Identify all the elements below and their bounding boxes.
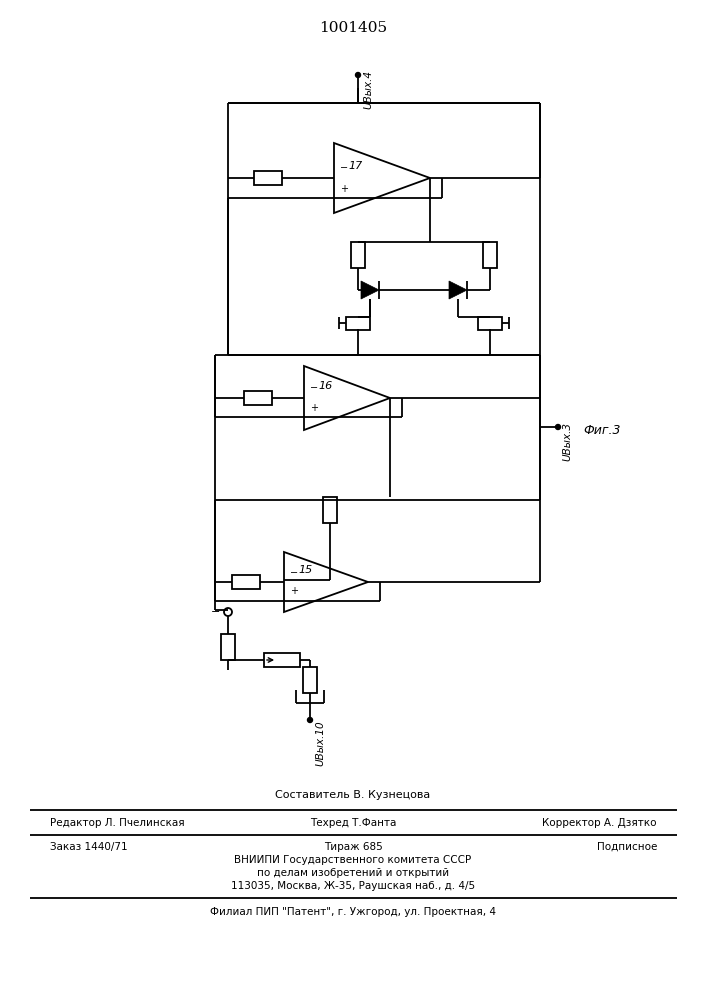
Bar [323, 497, 337, 523]
Text: Редактор Л. Пчелинская: Редактор Л. Пчелинская [50, 818, 185, 828]
Text: Тираж 685: Тираж 685 [324, 842, 382, 852]
Text: −: − [290, 568, 298, 578]
Text: 16: 16 [319, 381, 333, 391]
Text: −: − [310, 383, 318, 393]
Circle shape [308, 718, 312, 722]
Text: Техред Т.Фанта: Техред Т.Фанта [310, 818, 396, 828]
Text: Заказ 1440/71: Заказ 1440/71 [50, 842, 128, 852]
Bar [232, 575, 260, 589]
Bar [478, 316, 502, 330]
Text: −: − [340, 162, 348, 172]
Bar [244, 391, 272, 405]
Bar [303, 667, 317, 693]
Bar [351, 242, 365, 268]
Text: Фиг.3: Фиг.3 [583, 424, 621, 436]
Text: Филиал ПИП "Патент", г. Ужгород, ул. Проектная, 4: Филиал ПИП "Патент", г. Ужгород, ул. Про… [210, 907, 496, 917]
Bar [264, 653, 300, 667]
Text: 113035, Москва, Ж-35, Раушская наб., д. 4/5: 113035, Москва, Ж-35, Раушская наб., д. … [231, 881, 475, 891]
Circle shape [556, 424, 561, 430]
Text: −: − [211, 607, 220, 617]
Polygon shape [449, 281, 467, 299]
Text: Корректор А. Дзятко: Корректор А. Дзятко [542, 818, 657, 828]
Text: +: + [290, 586, 298, 596]
Text: 15: 15 [299, 565, 313, 575]
Text: Составитель В. Кузнецова: Составитель В. Кузнецова [275, 790, 431, 800]
Text: UВых.4: UВых.4 [363, 70, 373, 109]
Bar [346, 316, 370, 330]
Text: UВых.3: UВых.3 [562, 422, 572, 461]
Text: UВых.10: UВых.10 [315, 720, 325, 766]
Text: +: + [310, 403, 318, 413]
Text: 1001405: 1001405 [319, 21, 387, 35]
Text: по делам изобретений и открытий: по делам изобретений и открытий [257, 868, 449, 878]
Bar [254, 171, 282, 185]
Bar [221, 634, 235, 660]
Polygon shape [361, 281, 379, 299]
Circle shape [356, 73, 361, 78]
Text: +: + [340, 184, 348, 194]
Text: ВНИИПИ Государственного комитета СССР: ВНИИПИ Государственного комитета СССР [235, 855, 472, 865]
Text: 17: 17 [349, 161, 363, 171]
Text: Подписное: Подписное [597, 842, 657, 852]
Bar [483, 242, 497, 268]
